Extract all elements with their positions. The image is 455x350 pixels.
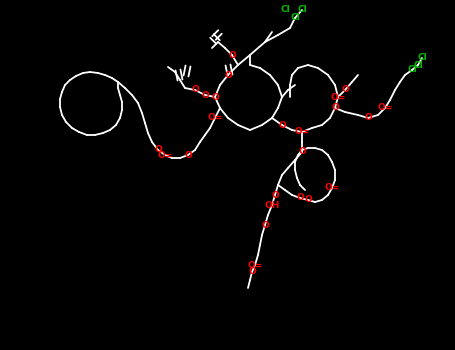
Text: O=: O=	[294, 127, 310, 136]
Text: O: O	[331, 104, 339, 112]
Text: O: O	[184, 150, 192, 160]
Text: O=: O=	[324, 183, 340, 192]
Text: O=: O=	[248, 260, 263, 270]
Text: O=: O=	[330, 92, 346, 102]
Text: O: O	[278, 120, 286, 130]
Text: Cl: Cl	[297, 6, 307, 14]
Text: O: O	[228, 50, 236, 60]
Text: Cl: Cl	[413, 61, 423, 70]
Text: O: O	[341, 85, 349, 94]
Text: O: O	[261, 220, 269, 230]
Text: O: O	[296, 194, 304, 203]
Text: O=: O=	[207, 113, 222, 122]
Text: O=: O=	[377, 104, 393, 112]
Text: O: O	[154, 146, 162, 154]
Text: O: O	[224, 70, 232, 79]
Text: Cl: Cl	[280, 6, 290, 14]
Text: Cl: Cl	[290, 14, 300, 22]
Text: O: O	[248, 267, 256, 276]
Text: O: O	[298, 147, 306, 156]
Text: O: O	[364, 113, 372, 122]
Text: O: O	[211, 92, 219, 102]
Text: OH: OH	[264, 201, 280, 210]
Text: Cl: Cl	[417, 54, 427, 63]
Text: O: O	[191, 85, 199, 94]
Text: O=: O=	[157, 150, 173, 160]
Text: O: O	[201, 91, 209, 99]
Text: Cl: Cl	[407, 65, 417, 75]
Text: O: O	[304, 196, 312, 204]
Text: O: O	[271, 190, 279, 199]
